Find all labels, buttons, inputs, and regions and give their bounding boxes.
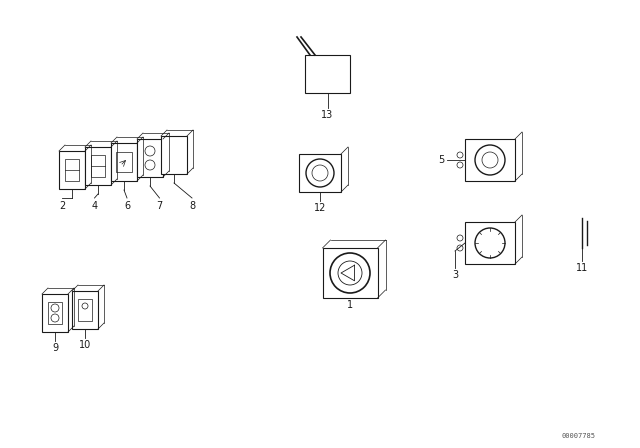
Circle shape [306,159,334,187]
Text: 5: 5 [438,155,444,165]
Circle shape [312,165,328,181]
Bar [465,139,515,181]
Text: 3: 3 [452,270,458,280]
Bar [137,139,163,177]
Bar [305,55,350,93]
Text: 12: 12 [314,203,326,213]
Text: 8: 8 [189,201,195,211]
Bar [161,136,187,174]
Text: 2: 2 [59,201,65,211]
Text: 9: 9 [52,343,58,353]
Text: 13: 13 [321,110,333,120]
Circle shape [145,146,155,156]
Circle shape [82,303,88,309]
Circle shape [145,160,155,170]
Text: 6: 6 [124,201,130,211]
Circle shape [475,228,505,258]
Bar [65,159,79,181]
Circle shape [330,253,370,293]
Text: 10: 10 [79,340,91,350]
Circle shape [51,314,59,322]
Bar [48,302,62,324]
Bar [323,248,378,298]
Circle shape [457,162,463,168]
Circle shape [457,235,463,241]
Circle shape [482,152,498,168]
Bar [72,291,98,329]
Bar [116,152,132,172]
Circle shape [457,152,463,158]
Text: 11: 11 [576,263,588,273]
Bar [78,299,92,321]
Bar [465,222,515,264]
Bar [59,151,85,189]
Text: 00007785: 00007785 [561,433,595,439]
Text: 1: 1 [347,300,353,310]
Circle shape [475,145,505,175]
Circle shape [338,261,362,285]
Bar [42,294,68,332]
Bar [85,147,111,185]
Circle shape [51,304,59,312]
Bar [299,154,341,192]
Text: 4: 4 [92,201,97,211]
Bar [111,143,137,181]
Bar [91,155,105,177]
Circle shape [457,245,463,251]
Text: 7: 7 [156,201,163,211]
